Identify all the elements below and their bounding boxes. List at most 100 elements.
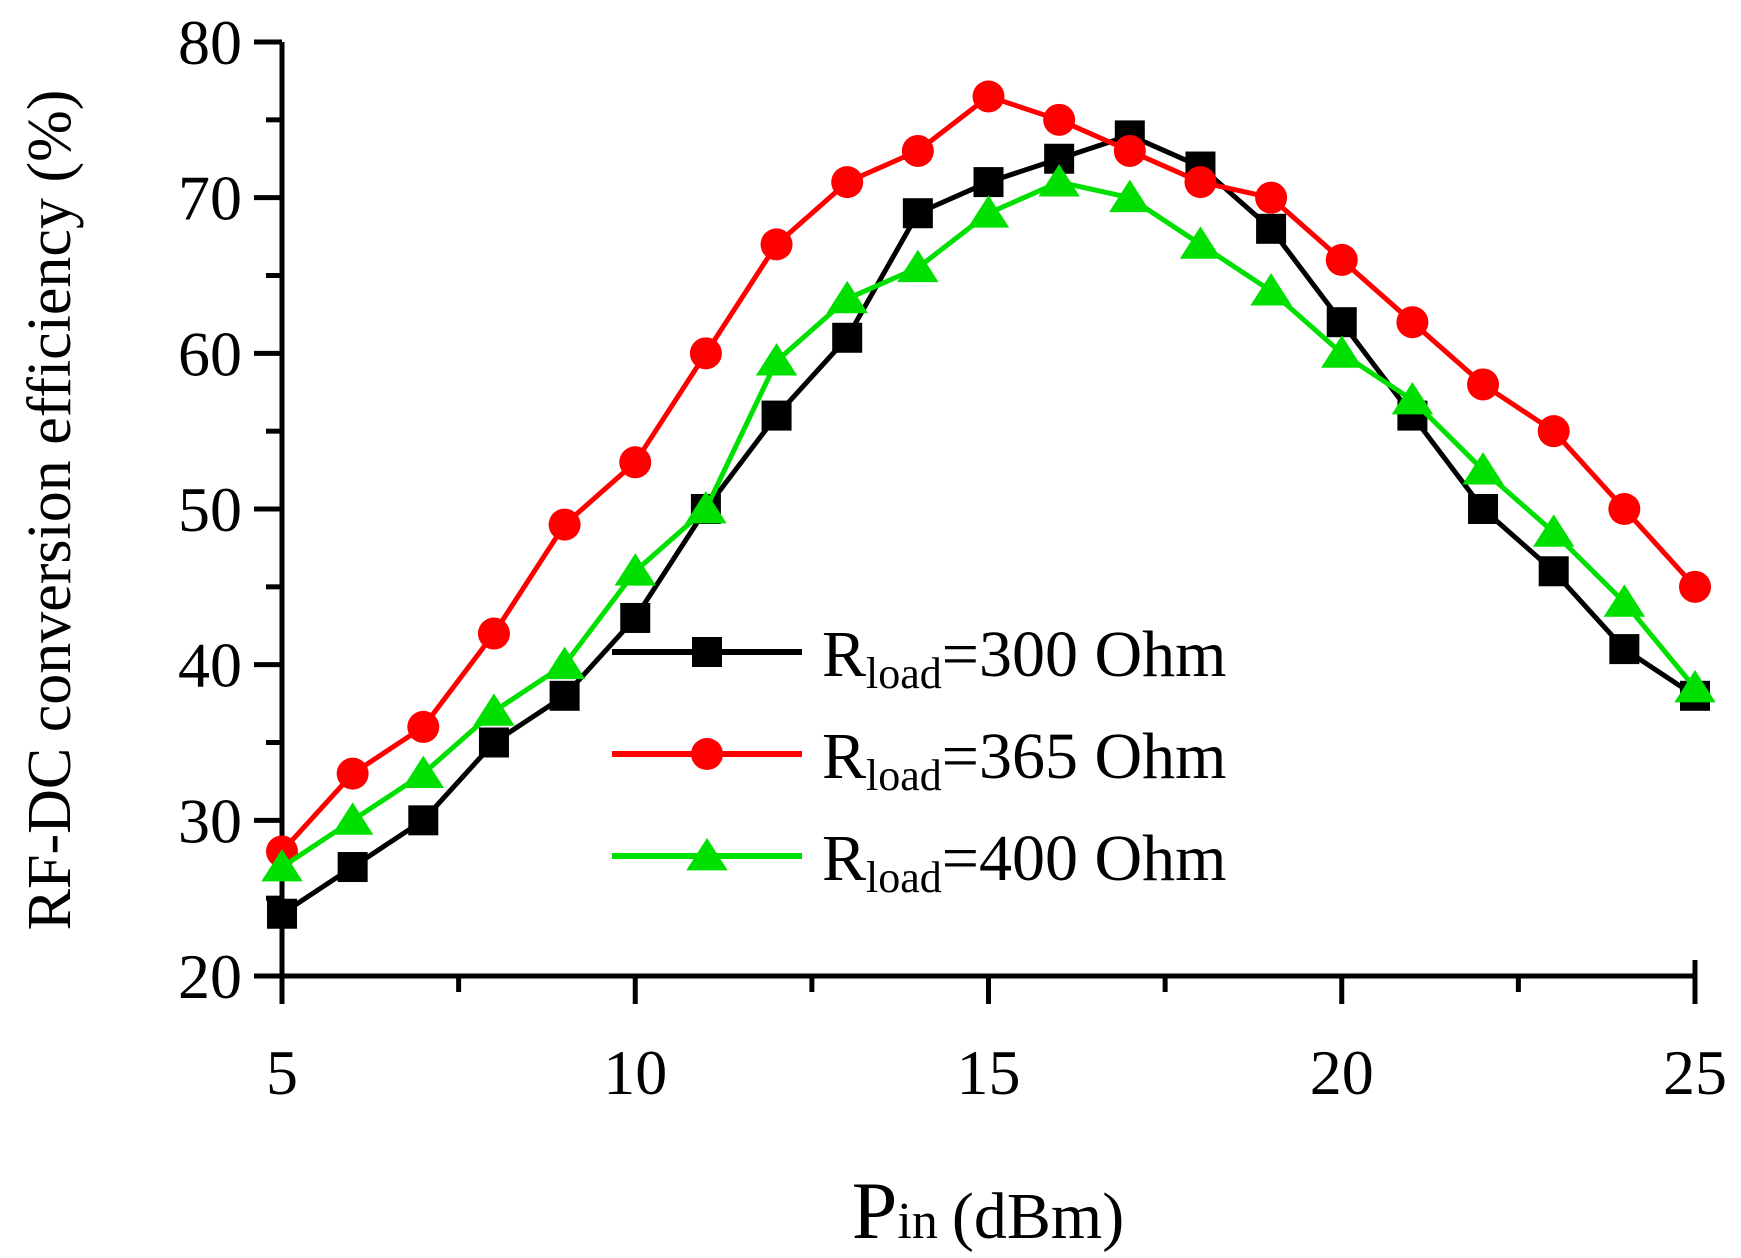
legend-marker (691, 738, 723, 770)
data-point (1321, 335, 1363, 368)
data-point (761, 400, 792, 431)
data-point (897, 249, 939, 283)
x-axis-title-sub: in (897, 1193, 937, 1250)
data-point (1250, 273, 1292, 306)
data-point (1184, 166, 1217, 199)
data-point (331, 802, 374, 835)
y-tick-label: 40 (178, 630, 242, 701)
legend-item: Rload=400 Ohm (612, 822, 1227, 902)
series-square (267, 120, 1710, 929)
data-point (832, 322, 863, 353)
legend-label-main: R (822, 822, 866, 895)
legend-marker (686, 838, 728, 871)
data-point (973, 167, 1004, 198)
data-point (902, 198, 933, 229)
data-point (337, 852, 368, 883)
data-point (831, 166, 864, 199)
data-point (1113, 134, 1146, 167)
data-point (1256, 213, 1287, 244)
data-point (1038, 164, 1080, 197)
data-point (1462, 452, 1504, 485)
legend-label-sub: load (866, 853, 942, 902)
data-point (620, 602, 651, 633)
data-point (755, 343, 798, 376)
x-tick-label: 20 (1310, 1037, 1374, 1108)
y-tick-label: 60 (178, 318, 242, 389)
legend-label-rest: =365 Ohm (942, 720, 1227, 793)
x-tick-label: 5 (266, 1037, 298, 1108)
legend-marker (692, 637, 722, 667)
data-point (477, 617, 510, 650)
legend-label-main: R (822, 618, 866, 691)
legend-label-sub: load (866, 649, 942, 698)
data-point (261, 849, 303, 882)
legend-label: Rload=400 Ohm (822, 822, 1227, 902)
data-point (1396, 306, 1429, 339)
series-triangle (261, 164, 1716, 882)
data-point (1325, 243, 1358, 276)
y-tick-label: 70 (178, 163, 242, 234)
data-point (1179, 226, 1222, 259)
data-point (1043, 103, 1076, 136)
data-point (689, 337, 722, 370)
data-point (614, 553, 656, 586)
data-point (407, 710, 440, 743)
data-point (760, 228, 793, 261)
data-point (402, 755, 444, 789)
legend-label-main: R (822, 720, 866, 793)
x-axis-title-main: P (852, 1165, 898, 1256)
data-point (1609, 634, 1640, 665)
series-line (280, 132, 1697, 916)
data-point (1608, 493, 1641, 525)
x-axis-title: Pin (dBm) (852, 1165, 1124, 1256)
legend-item: Rload=365 Ohm (612, 720, 1227, 800)
data-point (1537, 415, 1570, 448)
data-point (1468, 494, 1499, 524)
series-layer (261, 80, 1716, 929)
data-point (408, 805, 439, 836)
data-point (1533, 514, 1575, 547)
data-point (1603, 584, 1646, 617)
data-point (267, 898, 297, 929)
y-axis-title: RF-DC conversion efficiency (%) (16, 90, 84, 931)
x-tick-label: 10 (603, 1037, 667, 1108)
data-point (549, 680, 580, 711)
data-point (685, 491, 727, 524)
data-point (336, 757, 369, 790)
data-point (1674, 670, 1716, 703)
x-axis-title-unit: (dBm) (952, 1180, 1124, 1253)
data-point (1538, 556, 1569, 587)
series-circle (266, 80, 1711, 868)
data-point (473, 693, 515, 726)
data-point (826, 280, 868, 314)
data-point (1467, 368, 1500, 401)
legend-label-sub: load (866, 751, 942, 800)
data-point (1391, 382, 1434, 415)
data-point (478, 727, 509, 758)
data-point (967, 195, 1010, 228)
data-point (543, 646, 586, 680)
data-point (1679, 570, 1711, 603)
data-point (901, 134, 934, 167)
legend-item: Rload=300 Ohm (612, 618, 1227, 698)
legend-label-rest: =300 Ohm (942, 618, 1227, 691)
y-tick-label: 80 (178, 7, 242, 78)
data-point (1255, 181, 1288, 214)
y-tick-label: 50 (178, 474, 242, 545)
data-point (548, 508, 581, 541)
data-point (619, 446, 652, 479)
y-axis: 20 30 40 50 60 70 80 (178, 7, 282, 1012)
y-tick-label: 30 (178, 785, 242, 856)
y-tick-label: 20 (178, 941, 242, 1012)
x-tick-label: 25 (1663, 1037, 1727, 1108)
legend-label: Rload=365 Ohm (822, 720, 1227, 800)
x-tick-label: 15 (957, 1037, 1021, 1108)
legend-label-rest: =400 Ohm (942, 822, 1227, 895)
legend-label: Rload=300 Ohm (822, 618, 1227, 698)
data-point (972, 80, 1005, 113)
data-point (1109, 179, 1151, 213)
x-axis: 5 10 15 20 25 (266, 976, 1727, 1108)
data-point (1326, 307, 1357, 338)
